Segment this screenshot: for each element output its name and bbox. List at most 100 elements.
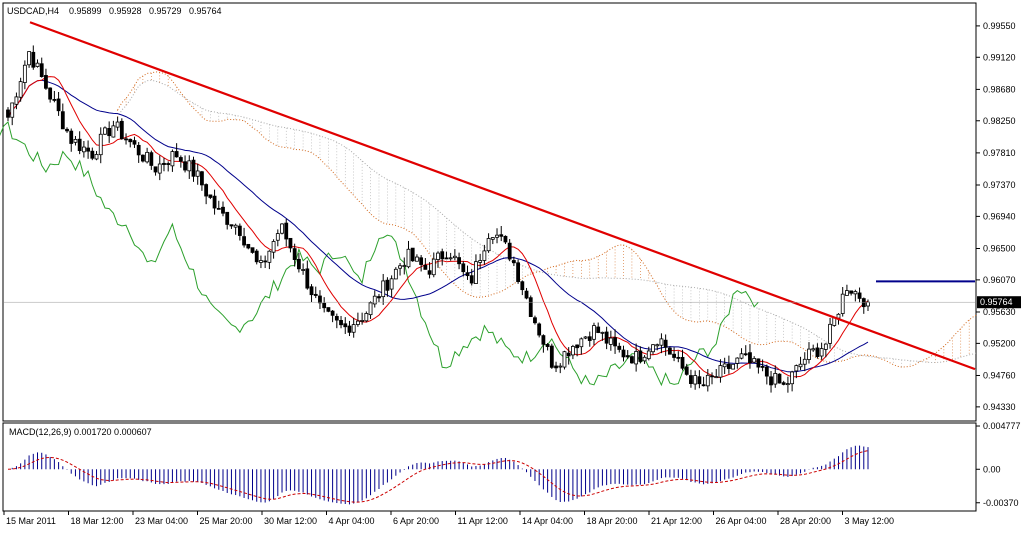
candle (406, 248, 411, 268)
price-tick-label: 0.95200 (983, 338, 1016, 348)
candle (448, 257, 453, 260)
price-tick-label: 0.99550 (983, 21, 1016, 31)
candle (646, 350, 651, 360)
candle (528, 297, 533, 317)
candle (520, 281, 525, 291)
time-tick-label: 11 Apr 12:00 (458, 516, 508, 526)
candle (254, 250, 259, 263)
candle (807, 348, 811, 360)
candle (499, 234, 504, 237)
candle (132, 140, 137, 145)
candle (157, 163, 162, 174)
candle (431, 258, 436, 276)
candle (170, 151, 175, 167)
price-tick-label: 0.95630 (983, 307, 1016, 317)
time-tick-label: 18 Apr 20:00 (587, 516, 638, 526)
candle (436, 252, 440, 260)
candle (292, 248, 297, 260)
candle (634, 351, 639, 365)
candle (330, 310, 335, 316)
candle (6, 109, 10, 118)
candle (77, 138, 82, 151)
price-tick-label: 0.96500 (983, 243, 1016, 253)
price-tick-label: 0.99120 (983, 52, 1016, 62)
candle (549, 345, 554, 368)
candle (684, 366, 689, 375)
candle (840, 293, 845, 314)
candle (326, 307, 331, 312)
candle (760, 365, 765, 368)
candle (389, 278, 394, 290)
candle (246, 243, 251, 249)
time-tick-label: 3 May 12:00 (845, 516, 895, 526)
candle (714, 376, 719, 379)
time-tick-label: 15 Mar 2011 (6, 516, 56, 526)
candle (402, 265, 407, 267)
candle (393, 268, 398, 280)
time-tick-label: 21 Apr 12:00 (651, 516, 702, 526)
candle (823, 343, 828, 350)
candles-layer (6, 45, 870, 393)
candle (608, 337, 613, 345)
candle (221, 206, 225, 214)
candle (811, 348, 816, 351)
candle (798, 363, 803, 368)
candle (667, 347, 672, 355)
candle (334, 316, 339, 321)
candle (571, 346, 575, 356)
candle (415, 256, 419, 262)
candle (562, 351, 567, 368)
candle (638, 350, 643, 362)
candle (680, 356, 685, 369)
candle (444, 257, 449, 260)
macd-panel (2, 422, 977, 512)
candle (14, 96, 19, 105)
price-tick-label: 0.96070 (983, 275, 1016, 285)
candle (229, 224, 234, 227)
axes-layer: 0.99550 0.99120 0.98680 0.98250 0.97810 0.973… (3, 21, 1021, 526)
candle (233, 224, 238, 228)
candle (267, 250, 272, 263)
macd-label: MACD(12,26,9) 0.001720 0.000607 (9, 427, 152, 437)
candle (162, 162, 166, 165)
candle (693, 375, 698, 385)
candle (237, 225, 242, 236)
candle (216, 207, 221, 210)
candle (347, 325, 352, 333)
candle (853, 291, 858, 295)
candle (537, 323, 542, 336)
candle (773, 373, 778, 385)
candle (69, 130, 74, 144)
candle (212, 195, 217, 209)
candle (145, 151, 150, 163)
candle (592, 325, 596, 340)
candle (739, 353, 744, 359)
candle (18, 81, 23, 98)
candle (815, 347, 820, 357)
candle (600, 331, 605, 334)
candle (689, 375, 693, 384)
candle (478, 260, 483, 263)
candle (469, 275, 474, 284)
candle (351, 324, 356, 333)
time-tick-label: 30 Mar 12:00 (264, 516, 317, 526)
candle (495, 234, 499, 238)
candle (554, 365, 558, 369)
candle (566, 352, 571, 357)
macd-signal-line (7, 450, 869, 503)
candle (381, 280, 386, 298)
candle (583, 336, 588, 339)
ichimoku-chikou-line (0, 121, 759, 387)
candle (73, 139, 78, 143)
candle (596, 326, 601, 333)
candle (857, 292, 862, 299)
candle (849, 290, 854, 294)
candle (94, 153, 99, 160)
candle (178, 157, 183, 162)
candle (149, 152, 154, 166)
candle (802, 358, 807, 365)
trendline (29, 21, 976, 371)
candle (263, 260, 268, 263)
time-tick-label: 4 Apr 04:00 (329, 516, 375, 526)
